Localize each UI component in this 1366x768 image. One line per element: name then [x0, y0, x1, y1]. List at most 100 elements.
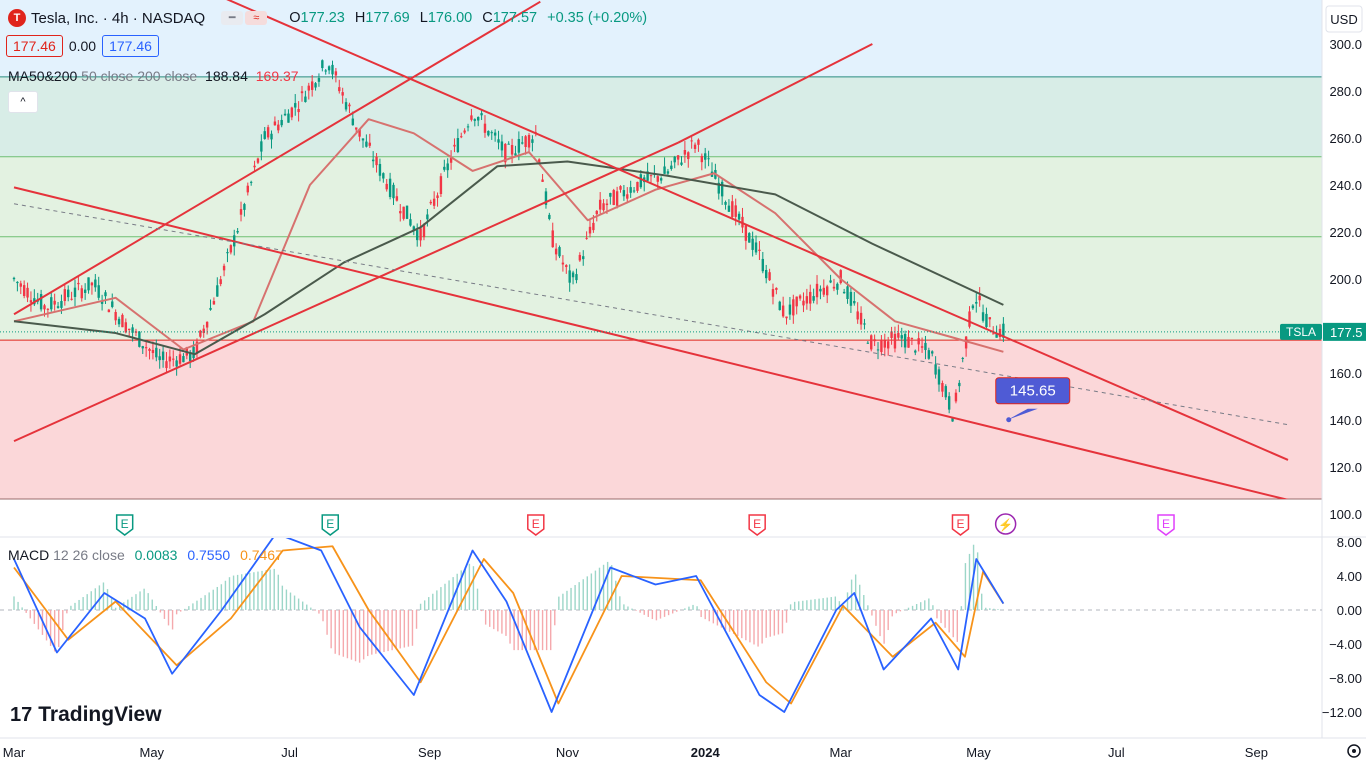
candle-body — [463, 130, 466, 133]
time-tick-label: May — [966, 745, 991, 760]
candle-body — [588, 226, 592, 234]
candle-body — [243, 204, 246, 210]
candle-body — [297, 109, 300, 113]
price-tick-label: 160.0 — [1329, 366, 1362, 381]
candle-body — [720, 181, 724, 197]
candle-body — [832, 286, 836, 289]
candle-body — [456, 138, 460, 152]
time-tick-label: Nov — [556, 745, 580, 760]
candle-body — [487, 130, 490, 136]
candle-body — [744, 225, 748, 241]
earnings-icon — [951, 514, 970, 536]
candle-body — [253, 165, 256, 168]
candle-body — [202, 328, 205, 334]
candle-body — [880, 339, 883, 352]
candle-body — [554, 248, 558, 255]
candle-body — [883, 340, 886, 348]
candle-body — [700, 155, 704, 163]
candle-body — [602, 203, 605, 211]
earnings-icon — [321, 514, 339, 536]
candle-body — [395, 196, 399, 201]
candle-body — [348, 104, 351, 107]
candle-body — [60, 301, 63, 308]
price-tag-label: 177.5 — [1330, 325, 1363, 340]
candle-body — [239, 209, 243, 215]
candle-body — [649, 175, 653, 177]
time-tick-label: May — [140, 745, 165, 760]
candle-body — [903, 333, 907, 348]
ohlc-readout: O177.23 H177.69 L176.00 C177.57 +0.35 (+… — [289, 10, 648, 26]
ma-indicator-params: 50 close 200 close — [81, 68, 198, 84]
tradingview-logo[interactable]: 17 TradingView — [10, 703, 162, 727]
candle-body — [216, 285, 219, 297]
candle-body — [809, 291, 812, 304]
candle-body — [331, 64, 334, 75]
earnings-icon — [115, 514, 134, 536]
macd-line-value: 0.7550 — [187, 547, 231, 563]
band-teal — [0, 76, 1322, 157]
candle-body — [859, 312, 863, 325]
candle-body — [175, 360, 178, 367]
candle-body — [497, 139, 500, 143]
wave-icon[interactable]: ≈ — [245, 11, 268, 25]
candle-body — [290, 107, 294, 118]
candle-body — [165, 361, 168, 369]
price-tick-label: 280.0 — [1329, 84, 1362, 99]
macd-tick-label: −4.00 — [1329, 637, 1362, 652]
macd-legend[interactable]: MACD 12 26 close 0.0083 0.7550 0.7467 — [8, 547, 283, 563]
candle-body — [981, 312, 985, 321]
symbol-tag-label: TSLA — [1286, 325, 1316, 339]
candle-body — [141, 346, 144, 349]
earnings-icon-letter: E — [532, 517, 540, 531]
candle-body — [1002, 323, 1005, 338]
candle-body — [541, 179, 544, 182]
candle-body — [483, 123, 487, 133]
candle-body — [476, 117, 480, 121]
candle-body — [578, 254, 582, 261]
candle-body — [473, 119, 477, 121]
candle-body — [565, 265, 568, 268]
candle-body — [419, 228, 422, 241]
collapse-legend-button[interactable]: ^ — [8, 91, 38, 113]
buy-button[interactable]: 177.46 — [102, 35, 159, 57]
visibility-toggles[interactable]: ━ ≈ — [221, 11, 268, 25]
candle-body — [151, 349, 155, 354]
candle-body — [212, 301, 216, 305]
candle-body — [222, 265, 226, 271]
sell-button[interactable]: 177.46 — [6, 35, 63, 57]
macd-tick-label: 8.00 — [1337, 535, 1362, 550]
candle-body — [839, 270, 842, 284]
candle-body — [893, 333, 897, 349]
settings-gear-icon — [1347, 744, 1361, 758]
candle-body — [399, 211, 402, 214]
candle-body — [849, 291, 853, 306]
candle-body — [521, 142, 524, 144]
candle-body — [765, 269, 768, 279]
chart-header: T Tesla, Inc. · 4h · NASDAQ ━ ≈ O177.23 … — [0, 6, 653, 30]
candle-body — [785, 316, 788, 319]
candle-body — [988, 317, 992, 320]
candle-body — [270, 133, 273, 140]
macd-tick-label: −12.00 — [1322, 705, 1362, 720]
time-tick-label: Sep — [1245, 745, 1268, 760]
eye-icon[interactable]: ━ — [221, 11, 244, 25]
candle-body — [866, 342, 870, 344]
candle-body — [683, 150, 687, 155]
candle-body — [209, 307, 212, 310]
candle-body — [822, 287, 826, 295]
candle-body — [277, 124, 280, 131]
callout-label: 145.65 — [1010, 383, 1056, 400]
candle-body — [341, 92, 344, 96]
ma-legend[interactable]: MA50&200 50 close 200 close 188.84 169.3… — [8, 68, 299, 84]
symbol-title[interactable]: Tesla, Inc. · 4h · NASDAQ — [31, 9, 206, 27]
candle-body — [388, 178, 392, 198]
trendline — [13, 186, 1289, 499]
candle-body — [968, 311, 971, 327]
candle-body — [321, 60, 324, 69]
candle-body — [199, 330, 202, 337]
candle-body — [737, 213, 741, 220]
earnings-icon — [748, 514, 766, 536]
currency-box — [1325, 5, 1363, 33]
candle-body — [422, 224, 426, 238]
